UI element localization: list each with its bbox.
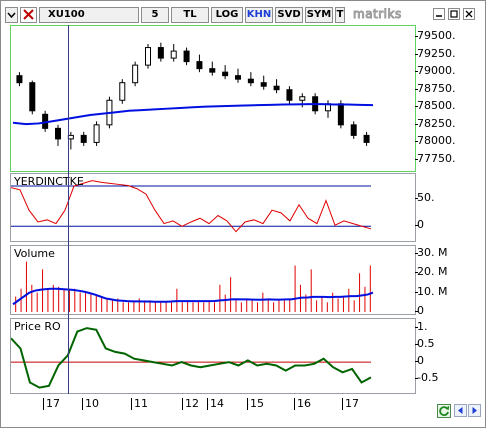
y-tick-label: 0 — [415, 304, 424, 317]
log-button[interactable]: LOG — [211, 7, 243, 23]
candle-body — [350, 124, 357, 136]
candle-body — [80, 134, 87, 143]
volume-average-line — [12, 287, 374, 306]
price-chart[interactable] — [11, 26, 415, 171]
candle-body — [16, 75, 23, 84]
indicator-panel[interactable]: YERDINCTKE — [10, 173, 416, 242]
khn-button[interactable]: KHN — [245, 7, 273, 23]
y-tick-label: 77750. — [415, 151, 456, 165]
y-tick-label: 79250. — [415, 46, 456, 60]
candle-body — [247, 78, 254, 84]
candle-body — [132, 64, 139, 84]
y-tick-label: 0 — [415, 218, 424, 232]
y-tick-label: 78750. — [415, 81, 456, 95]
candle-body — [260, 82, 267, 87]
price-y-axis: 79500. 79250. 79000. 78750. 78500. 78250. 7800… — [415, 25, 471, 172]
x-tick-label: 16 — [294, 397, 311, 410]
candle-body — [273, 85, 280, 91]
y-tick-label: 20. M — [414, 265, 448, 279]
x-tick-label: 17 — [43, 397, 60, 410]
t-button[interactable]: T — [335, 7, 345, 23]
scroll-left-icon[interactable] — [454, 404, 467, 417]
period-button[interactable]: 5 — [141, 7, 169, 23]
crosshair-line — [68, 25, 69, 394]
y-tick-label: 79000. — [415, 64, 456, 78]
candle-body — [145, 47, 151, 66]
candle-body — [196, 61, 203, 70]
menu-icon[interactable] — [5, 7, 18, 23]
y-tick-label: 78000. — [415, 134, 456, 148]
y-tick-label: 30. M — [414, 245, 448, 259]
minimize-icon[interactable] — [433, 8, 445, 20]
refresh-icon[interactable] — [437, 404, 451, 418]
svd-button[interactable]: SVD — [275, 7, 303, 23]
candle-body — [209, 68, 216, 73]
scroll-right-icon[interactable] — [468, 404, 481, 417]
roc-chart[interactable] — [11, 319, 415, 393]
y-tick-label: 79500. — [415, 29, 456, 43]
sym-button[interactable]: SYM — [305, 7, 333, 23]
x-tick-label: 11 — [131, 397, 148, 410]
candle-body — [183, 50, 190, 63]
chart-toolbar: XU100 5 TL LOG KHN SVD SYM T matriks — [5, 7, 481, 23]
close-chart-icon[interactable] — [20, 7, 37, 23]
volume-panel[interactable]: Volume — [10, 245, 416, 315]
x-tick-label: 15 — [247, 397, 264, 410]
y-tick-label: 10. M — [414, 284, 448, 298]
candle-body — [157, 47, 164, 59]
y-tick-label: 0.5 — [415, 337, 435, 351]
roc-y-axis: 1. 0.5 0 -0.5 — [414, 318, 471, 394]
candle-body — [363, 134, 370, 143]
candle-body — [299, 96, 306, 101]
candle-body — [55, 127, 61, 140]
volume-y-axis: 30. M 20. M 10. M 0 — [414, 245, 471, 317]
x-tick-label: 12 — [182, 397, 199, 410]
currency-button[interactable]: TL — [171, 7, 209, 23]
y-tick-label: 0 — [415, 354, 424, 368]
candle-body — [286, 89, 293, 101]
time-axis: 17 10 11 12 14 15 16 17 — [10, 395, 416, 413]
y-tick-label: 1. — [415, 320, 428, 334]
candle-body — [337, 103, 344, 126]
candle-body — [67, 134, 74, 140]
y-tick-label: -0.5 — [414, 371, 439, 385]
volume-label: Volume — [14, 247, 55, 260]
y-tick-label: 78500. — [415, 99, 456, 113]
candle-body — [222, 71, 229, 77]
indicator-y-axis: 50. 0 — [415, 173, 471, 242]
maximize-icon[interactable] — [448, 8, 460, 20]
y-tick-label: 50. — [415, 191, 435, 205]
indicator-label: YERDINCTKE — [14, 175, 84, 188]
x-tick-label: 10 — [82, 397, 99, 410]
bottom-controls — [437, 404, 481, 420]
roc-panel[interactable]: Price RO — [10, 318, 416, 394]
x-tick-label: 14 — [207, 397, 224, 410]
y-tick-label: 78250. — [415, 116, 456, 130]
candle-body — [29, 82, 36, 112]
roc-line — [11, 327, 372, 389]
candle-body — [93, 124, 100, 143]
candle-body — [119, 82, 126, 101]
close-window-icon[interactable] — [463, 8, 475, 20]
indicator-line — [11, 180, 372, 233]
x-tick-label: 17 — [342, 397, 359, 410]
matriks-logo: matriks — [353, 7, 402, 21]
volume-chart[interactable] — [11, 246, 415, 314]
indicator-chart[interactable] — [11, 174, 415, 241]
symbol-selector[interactable]: XU100 — [39, 7, 139, 23]
candle-body — [235, 75, 241, 80]
roc-label: Price RO — [14, 320, 61, 333]
candle-body — [170, 50, 177, 59]
price-panel[interactable] — [10, 25, 416, 172]
moving-average-line — [12, 103, 374, 126]
